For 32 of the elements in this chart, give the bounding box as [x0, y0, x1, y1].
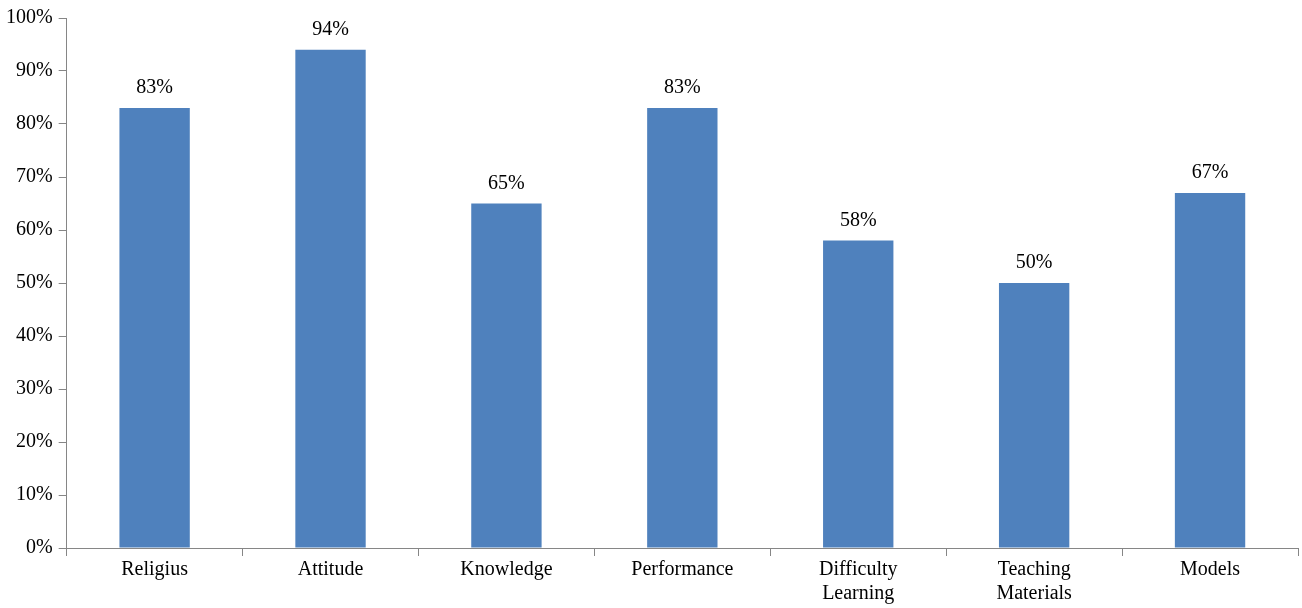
data-label: 58%	[839, 207, 877, 230]
bar	[823, 240, 894, 548]
data-label: 94%	[312, 17, 349, 40]
bar	[471, 203, 542, 548]
x-tick-label: Knowledge	[460, 557, 553, 581]
bar	[1174, 192, 1246, 548]
bar	[647, 108, 718, 548]
y-tick-label: 40%	[15, 323, 53, 346]
y-tick-label: 100%	[5, 5, 53, 28]
x-tick-label: Performance	[631, 557, 734, 580]
y-tick-label: 0%	[25, 535, 53, 558]
data-label: 65%	[488, 170, 525, 193]
y-tick-label: 60%	[15, 217, 53, 240]
y-tick-label: 20%	[15, 429, 53, 452]
data-label: 83%	[663, 75, 701, 98]
y-tick-label: 50%	[15, 270, 53, 293]
x-tick-label: Religius	[121, 557, 189, 581]
data-label: 50%	[1015, 250, 1053, 273]
data-label: 83%	[136, 75, 173, 98]
data-label: 67%	[1191, 160, 1229, 183]
y-tick-label: 10%	[15, 482, 53, 505]
bar	[119, 108, 190, 548]
y-tick-label: 30%	[15, 376, 53, 399]
x-tick-label: Attitude	[297, 557, 364, 580]
bar	[998, 283, 1070, 548]
x-tick-label: Teaching Materials	[996, 557, 1073, 604]
x-tick-label: Models	[1180, 557, 1241, 580]
x-tick-label: Difficulty Learning	[818, 557, 898, 605]
y-tick-label: 80%	[15, 111, 53, 134]
bar	[295, 49, 366, 548]
y-tick-label: 90%	[15, 58, 53, 81]
y-tick-label: 70%	[15, 164, 53, 187]
